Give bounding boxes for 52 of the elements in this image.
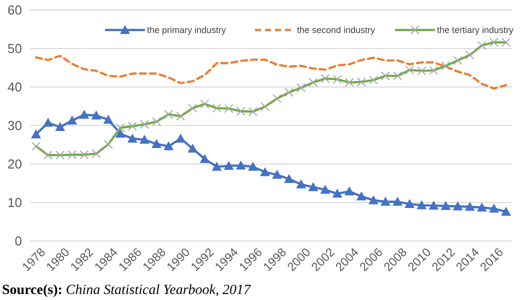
point bbox=[200, 154, 210, 163]
legend-label: the primary industry bbox=[147, 25, 227, 36]
point bbox=[115, 128, 126, 138]
point bbox=[501, 206, 511, 216]
point bbox=[380, 196, 390, 206]
legend-label: the tertiary industry bbox=[437, 25, 514, 36]
point bbox=[296, 179, 306, 188]
point bbox=[236, 160, 246, 170]
y-tick-label: 0 bbox=[14, 234, 22, 249]
point bbox=[440, 200, 451, 210]
point bbox=[260, 167, 270, 176]
point bbox=[332, 188, 342, 198]
point bbox=[79, 110, 90, 119]
point bbox=[176, 134, 186, 143]
point bbox=[272, 170, 282, 179]
point bbox=[428, 200, 439, 210]
point bbox=[356, 191, 366, 200]
point bbox=[127, 134, 138, 143]
point bbox=[55, 122, 66, 132]
point bbox=[308, 182, 318, 192]
point bbox=[31, 129, 41, 138]
legend-label: the second industry bbox=[297, 25, 376, 36]
point bbox=[404, 199, 415, 208]
y-tick-label: 30 bbox=[8, 118, 22, 134]
point bbox=[139, 134, 150, 144]
y-tick-label: 10 bbox=[8, 195, 22, 210]
point bbox=[416, 200, 427, 210]
point bbox=[464, 202, 475, 211]
point bbox=[188, 144, 198, 153]
y-tick-label: 60 bbox=[8, 2, 22, 18]
point bbox=[284, 174, 294, 184]
y-tick-label: 40 bbox=[8, 80, 22, 95]
point bbox=[320, 184, 330, 194]
point bbox=[91, 110, 102, 120]
point bbox=[224, 160, 234, 170]
point bbox=[212, 162, 222, 171]
point bbox=[43, 118, 54, 127]
point bbox=[476, 202, 487, 212]
point bbox=[152, 138, 162, 148]
y-tick-label: 20 bbox=[8, 156, 22, 172]
line-series bbox=[34, 54, 508, 90]
point bbox=[344, 186, 354, 196]
y-tick-label: 50 bbox=[8, 41, 22, 56]
point bbox=[248, 162, 258, 171]
point bbox=[392, 196, 403, 206]
source-note: Source(s): China Statistical Yearbook, 2017 bbox=[2, 283, 252, 298]
point bbox=[164, 141, 174, 150]
point bbox=[103, 114, 114, 124]
point bbox=[452, 201, 463, 210]
point bbox=[368, 195, 378, 204]
point bbox=[488, 204, 499, 213]
point bbox=[67, 115, 78, 124]
